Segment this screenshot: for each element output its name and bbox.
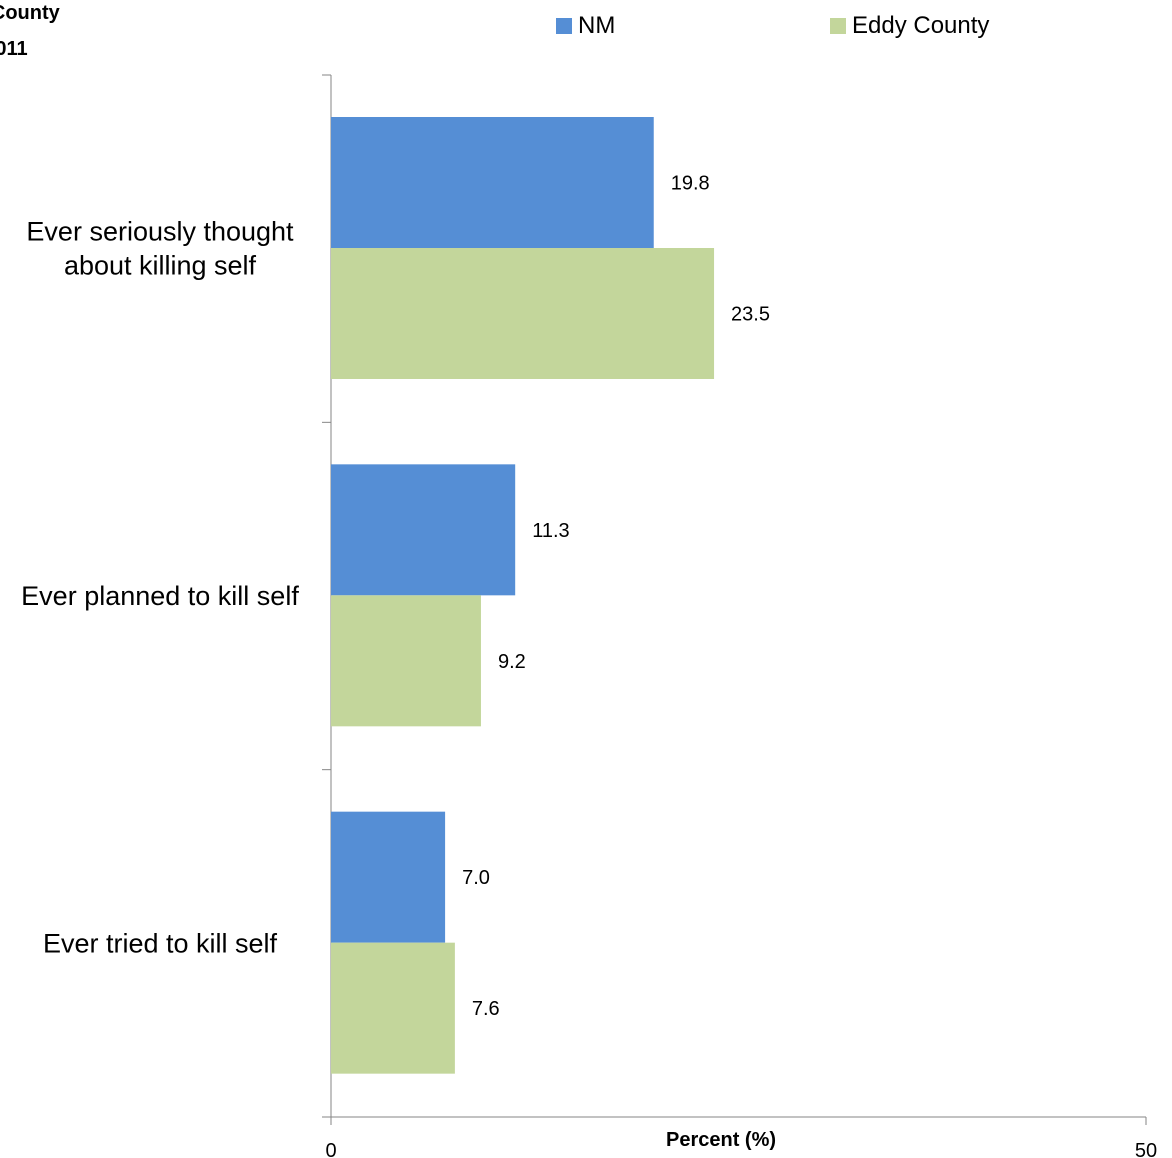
data-label: 23.5: [731, 304, 770, 326]
x-tick-label: 0: [325, 1140, 336, 1158]
category-label: Ever tried to kill self: [43, 928, 278, 958]
category-label: about killing self: [64, 251, 257, 281]
category-label: Ever planned to kill self: [21, 581, 299, 611]
bar-nm: [331, 464, 515, 595]
data-label: 11.3: [532, 520, 569, 542]
x-axis-title: Percent (%): [666, 1129, 776, 1151]
data-label: 7.0: [462, 867, 490, 889]
bar-nm: [331, 117, 654, 248]
bar-eddy-county: [331, 595, 481, 726]
bar-eddy-county: [331, 943, 455, 1074]
category-label: Ever seriously thought: [26, 217, 294, 247]
bar-eddy-county: [331, 248, 714, 379]
data-label: 9.2: [498, 651, 526, 673]
bar-nm: [331, 812, 445, 943]
data-label: 19.8: [671, 173, 710, 195]
x-tick-label: 50: [1135, 1140, 1157, 1158]
data-label: 7.6: [472, 998, 500, 1020]
